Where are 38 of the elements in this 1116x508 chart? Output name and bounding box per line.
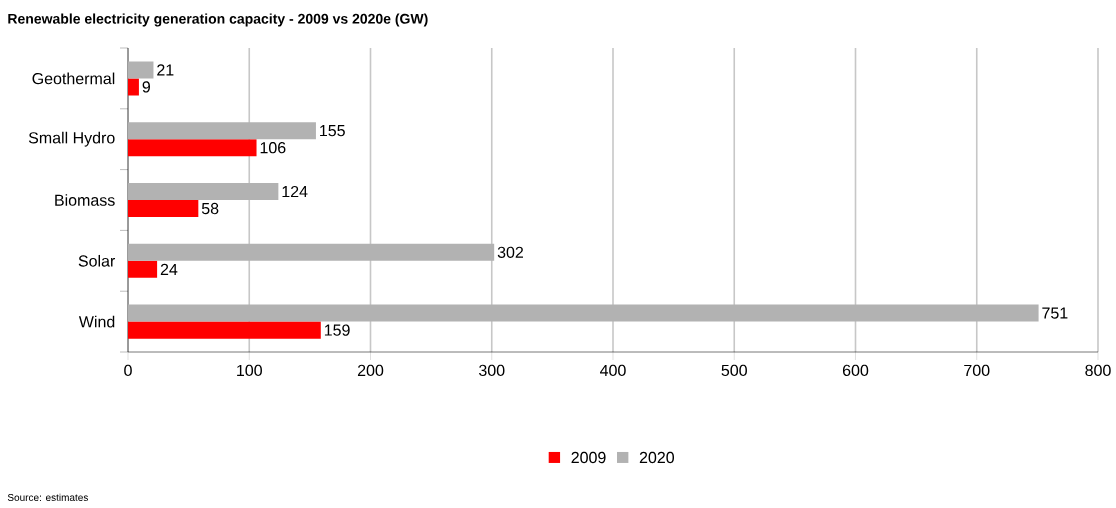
bar (128, 260, 158, 278)
y-tick-label: Geothermal (32, 72, 115, 85)
data-label: 124 (282, 185, 308, 198)
data-label: 159 (324, 324, 350, 336)
data-label: 24 (160, 263, 178, 275)
chart-title: Renewable electricity generation capacity - 2009 vs 2020e (GW) (8, 13, 428, 27)
y-tick-label: Biomass (55, 194, 115, 206)
x-tick-label: 500 (721, 364, 747, 377)
bar (128, 78, 139, 96)
bar (128, 243, 495, 261)
bar (128, 321, 321, 339)
x-tick-label: 400 (600, 364, 626, 377)
data-label: 58 (201, 202, 219, 215)
x-tick-label: 100 (237, 364, 262, 377)
x-tick-label: 0 (124, 364, 132, 377)
data-label: 155 (320, 125, 345, 137)
bar (128, 304, 1039, 322)
x-tick-label: 600 (842, 364, 869, 377)
x-tick-label: 200 (357, 364, 384, 377)
bar (128, 139, 257, 157)
legend-label: 2009 (571, 451, 606, 464)
y-tick-label: Solar (78, 254, 116, 267)
data-label: 302 (497, 246, 523, 258)
data-label: 9 (142, 81, 150, 93)
legend-label: 2020 (639, 451, 675, 464)
bar (128, 200, 199, 218)
bar (128, 182, 279, 201)
bar (128, 122, 316, 140)
x-tick-label: 800 (1085, 364, 1111, 377)
y-tick-label: Small Hydro (28, 131, 115, 147)
x-tick-label: 300 (479, 364, 505, 377)
data-label: 21 (157, 64, 174, 76)
data-label: 106 (260, 142, 286, 154)
source-note: Source: estimates (7, 493, 88, 502)
bar (128, 61, 154, 79)
x-tick-label: 700 (964, 364, 990, 377)
data-label: 751 (1042, 307, 1068, 319)
y-tick-label: Wind (78, 315, 115, 328)
